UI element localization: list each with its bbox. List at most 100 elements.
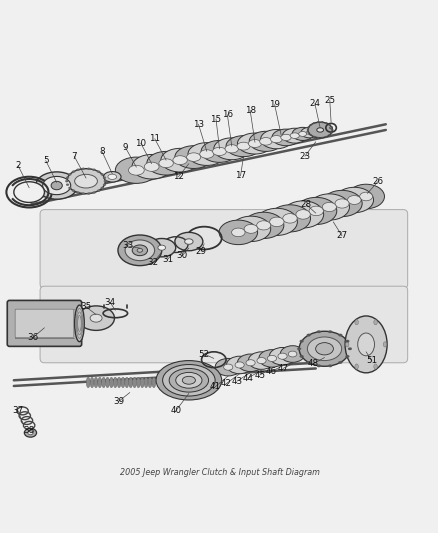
- FancyBboxPatch shape: [40, 286, 407, 363]
- Ellipse shape: [299, 355, 303, 358]
- Ellipse shape: [316, 122, 318, 123]
- Text: 11: 11: [149, 134, 160, 143]
- Ellipse shape: [87, 192, 90, 195]
- Ellipse shape: [187, 143, 225, 165]
- Ellipse shape: [334, 199, 348, 208]
- Text: 33: 33: [122, 241, 133, 251]
- Ellipse shape: [307, 126, 309, 128]
- Ellipse shape: [338, 334, 342, 336]
- Ellipse shape: [347, 196, 360, 205]
- Ellipse shape: [347, 184, 384, 209]
- Text: 13: 13: [192, 120, 204, 129]
- Ellipse shape: [334, 187, 373, 213]
- Ellipse shape: [282, 201, 323, 228]
- Ellipse shape: [309, 134, 311, 136]
- Ellipse shape: [76, 168, 79, 171]
- Text: 39: 39: [113, 397, 124, 406]
- Ellipse shape: [103, 172, 121, 182]
- Ellipse shape: [226, 136, 261, 157]
- Ellipse shape: [295, 197, 336, 224]
- Ellipse shape: [256, 358, 265, 364]
- Ellipse shape: [330, 132, 332, 134]
- Ellipse shape: [213, 138, 249, 160]
- Ellipse shape: [308, 206, 323, 216]
- Ellipse shape: [282, 214, 297, 223]
- Ellipse shape: [328, 134, 330, 136]
- Text: 43: 43: [231, 377, 242, 386]
- Ellipse shape: [357, 333, 374, 356]
- Ellipse shape: [169, 368, 208, 392]
- Ellipse shape: [307, 132, 309, 134]
- Ellipse shape: [306, 334, 310, 336]
- Ellipse shape: [174, 232, 202, 251]
- Text: 35: 35: [80, 302, 92, 311]
- Text: 46: 46: [265, 367, 276, 376]
- Text: 9: 9: [122, 143, 128, 152]
- Ellipse shape: [97, 171, 100, 173]
- Ellipse shape: [162, 365, 215, 396]
- Ellipse shape: [300, 127, 318, 138]
- Ellipse shape: [373, 320, 376, 325]
- Ellipse shape: [42, 176, 71, 195]
- Text: 24: 24: [309, 99, 320, 108]
- Ellipse shape: [67, 168, 105, 193]
- Text: 27: 27: [336, 231, 347, 240]
- Ellipse shape: [72, 171, 75, 173]
- Ellipse shape: [373, 364, 376, 369]
- Ellipse shape: [155, 361, 221, 400]
- Ellipse shape: [132, 155, 171, 179]
- Ellipse shape: [98, 377, 102, 387]
- Ellipse shape: [87, 168, 90, 170]
- Ellipse shape: [68, 187, 71, 189]
- Ellipse shape: [280, 134, 290, 141]
- Ellipse shape: [237, 142, 250, 150]
- Ellipse shape: [223, 364, 232, 370]
- Ellipse shape: [51, 181, 62, 190]
- Text: 28: 28: [300, 200, 311, 209]
- Ellipse shape: [297, 348, 300, 350]
- Ellipse shape: [259, 138, 272, 145]
- Text: 2: 2: [15, 161, 21, 171]
- Ellipse shape: [97, 190, 100, 192]
- Ellipse shape: [269, 348, 295, 365]
- Ellipse shape: [325, 136, 327, 138]
- Text: 17: 17: [234, 172, 246, 180]
- Ellipse shape: [137, 248, 142, 252]
- Text: 48: 48: [307, 359, 318, 368]
- Ellipse shape: [118, 235, 161, 265]
- Ellipse shape: [280, 346, 304, 362]
- Ellipse shape: [316, 128, 323, 132]
- Text: 38: 38: [24, 426, 35, 435]
- Ellipse shape: [245, 360, 254, 366]
- Ellipse shape: [78, 306, 114, 330]
- Text: 29: 29: [195, 247, 206, 256]
- Text: 7: 7: [71, 152, 77, 161]
- Ellipse shape: [256, 221, 270, 230]
- Text: 23: 23: [299, 152, 310, 161]
- Ellipse shape: [65, 180, 68, 182]
- Ellipse shape: [182, 376, 195, 384]
- Ellipse shape: [258, 350, 285, 367]
- Ellipse shape: [215, 358, 241, 376]
- Ellipse shape: [81, 168, 85, 170]
- Ellipse shape: [109, 377, 113, 387]
- Text: 8: 8: [99, 147, 105, 156]
- Ellipse shape: [226, 356, 252, 374]
- Ellipse shape: [125, 240, 154, 261]
- FancyBboxPatch shape: [7, 301, 81, 346]
- Text: 10: 10: [135, 139, 146, 148]
- Ellipse shape: [103, 176, 106, 179]
- Ellipse shape: [306, 129, 308, 131]
- Ellipse shape: [90, 377, 94, 387]
- Ellipse shape: [148, 377, 152, 387]
- Ellipse shape: [312, 122, 314, 124]
- Ellipse shape: [290, 133, 299, 139]
- Ellipse shape: [321, 203, 336, 212]
- Ellipse shape: [248, 352, 274, 369]
- Ellipse shape: [231, 228, 244, 237]
- Ellipse shape: [186, 153, 200, 161]
- Ellipse shape: [113, 377, 117, 387]
- Ellipse shape: [298, 332, 349, 366]
- Ellipse shape: [267, 356, 276, 361]
- Ellipse shape: [100, 187, 103, 189]
